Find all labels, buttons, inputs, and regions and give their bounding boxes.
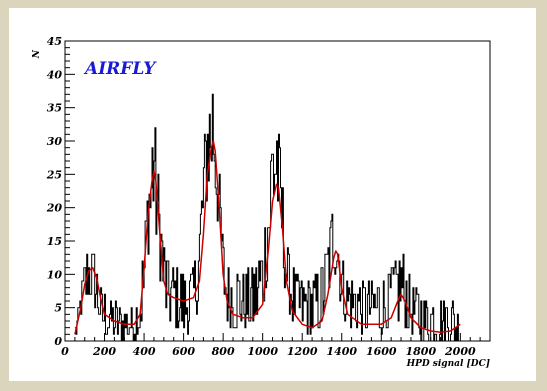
chart: 0 200 400 600 800 1000 1200 1400 1600 1800 2000 0 5 1… [32,35,491,369]
plot-frame: 0 200 400 600 800 1000 1200 1400 1600 1800 2000 0 5 1… [9,8,536,381]
y-tick-label: 20 [46,202,63,215]
x-axis-title: HPD signal [DC] [406,359,490,369]
y-tick-label: 25 [46,168,62,181]
x-tick-label: 800 [212,345,235,358]
histogram-layer [74,93,461,342]
y-tick-label: 40 [47,68,63,81]
x-tick-label: 1200 [287,345,318,358]
x-tick-label: 600 [172,345,195,358]
x-tick-label: 1600 [366,345,397,358]
y-tick-label: 15 [47,235,62,248]
axis-layer: 0 200 400 600 800 1000 1200 1400 1600 1800 2000 0 5 1… [46,35,491,358]
x-tick-label: 400 [133,345,156,358]
y-axis-title: N [32,49,42,59]
x-tick-label: 1800 [406,345,437,358]
x-tick-label: 1400 [326,345,357,358]
y-tick-label: 45 [47,35,62,48]
y-tick-label: 0 [54,335,62,348]
y-tick-label: 5 [54,302,62,315]
histogram-trace [74,93,461,342]
x-tick-label: 0 [61,345,69,358]
x-tick-label: 2000 [444,345,476,358]
chart-annotation: AIRFLY [83,59,157,79]
y-tick-label: 35 [47,102,62,115]
y-tick-label: 30 [47,135,63,148]
fit-layer [74,140,461,335]
x-tick-label: 1000 [247,345,278,358]
y-tick-label: 10 [47,268,63,281]
x-tick-label: 200 [92,345,116,358]
fit-curve [74,140,461,335]
